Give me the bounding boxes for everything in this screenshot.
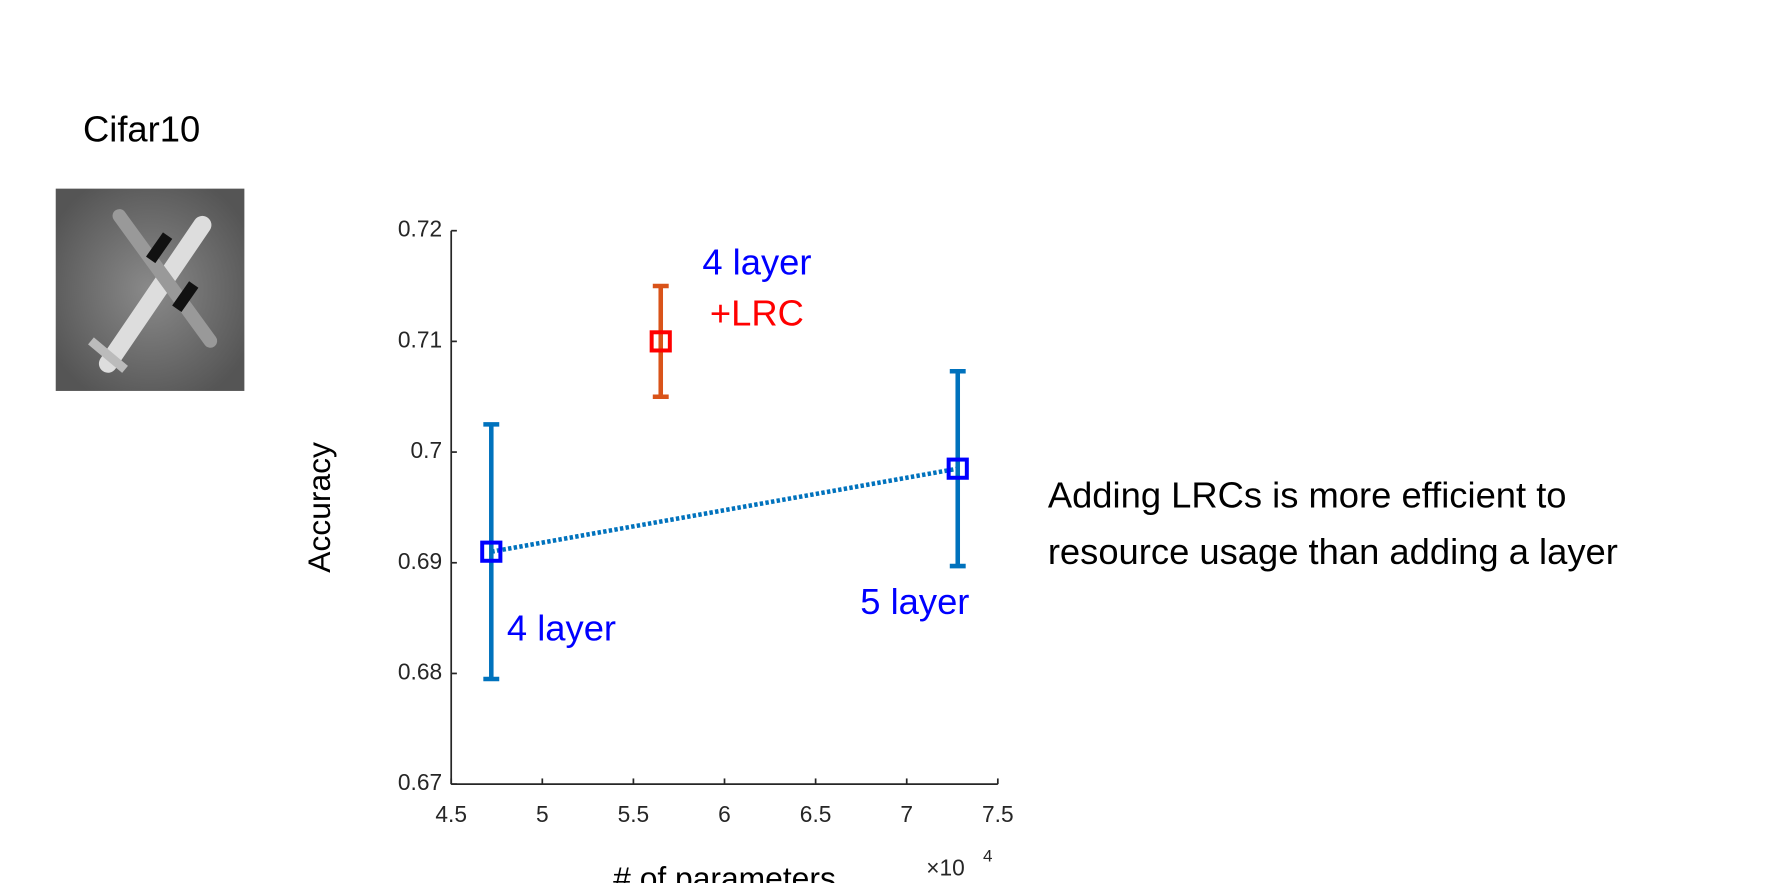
y-tick-label: 0.71 — [398, 326, 442, 352]
x-axis-label: # of parameters — [613, 860, 836, 883]
note-line: resource usage than adding a layer — [1048, 531, 1618, 572]
marker — [649, 330, 672, 353]
x-multiplier-exp: 4 — [983, 846, 992, 865]
x-tick-label: 4.5 — [435, 801, 467, 827]
thumbnail — [55, 188, 245, 391]
x-tick-label: 7 — [900, 801, 913, 827]
annotation: 4 layer — [702, 241, 811, 282]
x-tick-label: 5.5 — [618, 801, 650, 827]
x-tick-label: 5 — [536, 801, 549, 827]
marker — [946, 457, 969, 480]
y-axis-label: Accuracy — [301, 442, 337, 573]
y-tick-label: 0.68 — [398, 658, 442, 684]
y-tick-label: 0.67 — [398, 769, 442, 795]
slide-title: Cifar10 — [83, 108, 200, 149]
y-tick-label: 0.72 — [398, 216, 442, 242]
x-multiplier: ×10 — [926, 854, 965, 880]
x-tick-label: 6.5 — [800, 801, 832, 827]
annotation: 5 layer — [860, 581, 969, 622]
annotation: +LRC — [710, 293, 804, 334]
error-bar — [652, 283, 669, 399]
y-tick-label: 0.69 — [398, 548, 442, 574]
error-bar — [949, 368, 966, 569]
note-line: Adding LRCs is more efficient to — [1048, 474, 1567, 515]
marker — [480, 540, 503, 563]
x-tick-label: 7.5 — [982, 801, 1014, 827]
error-bar — [483, 422, 500, 682]
y-tick-label: 0.7 — [411, 437, 443, 463]
series-line — [490, 466, 959, 554]
x-tick-label: 6 — [718, 801, 731, 827]
annotation: 4 layer — [507, 607, 616, 648]
